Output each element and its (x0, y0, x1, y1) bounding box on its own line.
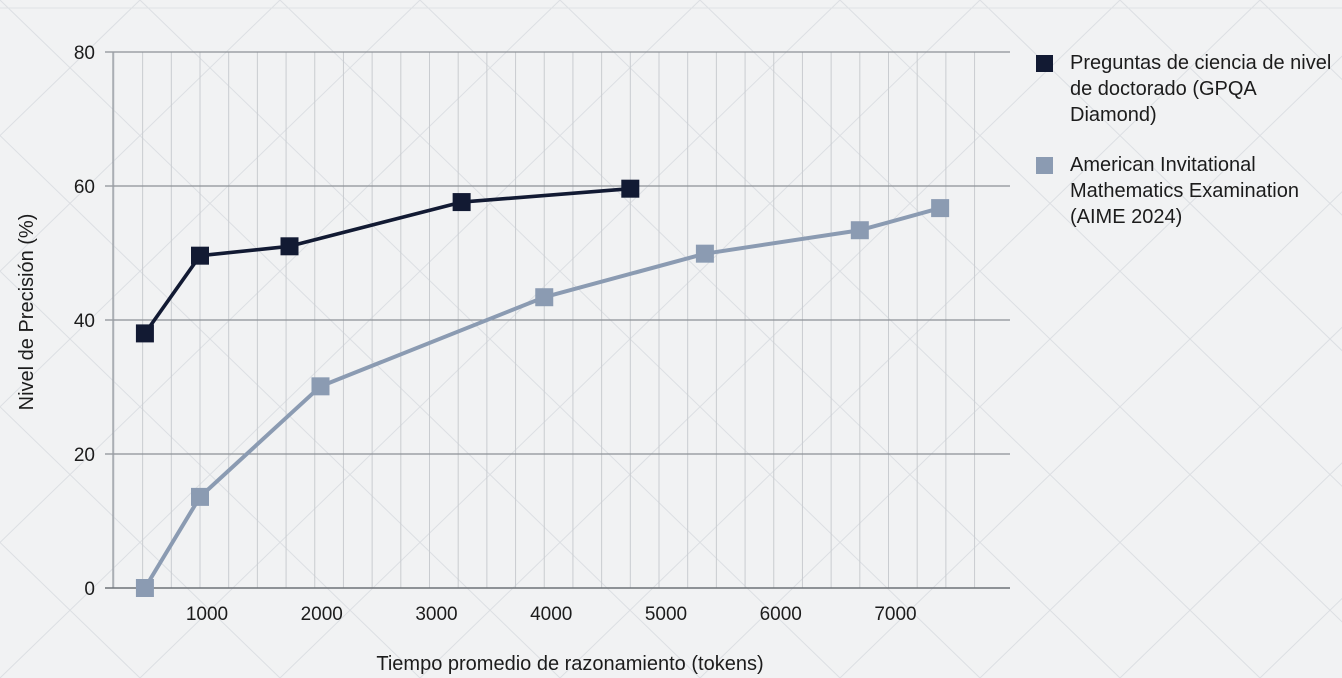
y-tick-label: 80 (74, 43, 95, 64)
data-point-aime (850, 221, 869, 240)
data-point-gpqa (621, 179, 640, 198)
y-tick-label: 40 (74, 311, 95, 332)
x-tick-label: 7000 (874, 604, 916, 625)
x-tick-label: 6000 (760, 604, 802, 625)
x-tick-label: 1000 (186, 604, 228, 625)
legend-swatch-gpqa (1036, 55, 1053, 72)
data-point-aime (191, 487, 209, 506)
data-point-aime (695, 244, 714, 263)
x-tick-label: 5000 (645, 604, 687, 625)
y-tick-label: 0 (84, 579, 95, 600)
data-point-aime (931, 199, 950, 218)
data-point-gpqa (452, 193, 471, 212)
series-line-aime (143, 206, 941, 590)
y-tick-labels: 0 20 40 60 80 (74, 43, 95, 600)
y-tick-label: 20 (74, 445, 95, 466)
data-point-gpqa (135, 324, 154, 343)
data-point-aime (135, 579, 154, 597)
y-axis-label: Nivel de Precisión (%) (16, 214, 38, 411)
series-gpqa (135, 179, 640, 343)
x-tick-label: 4000 (530, 604, 572, 625)
data-point-gpqa (191, 246, 209, 265)
legend-item-aime: American Invitational Mathematics Examin… (1036, 152, 1342, 230)
x-tick-label: 2000 (301, 604, 343, 625)
series-line-gpqa (143, 186, 631, 335)
series-layer (135, 179, 950, 597)
horizontal-gridlines (105, 51, 1010, 455)
y-tick-label: 60 (74, 177, 95, 198)
legend-label-aime: American Invitational Mathematics Examin… (1070, 154, 1299, 228)
series-aime (135, 199, 950, 597)
x-tick-labels: 1000 2000 3000 4000 5000 6000 7000 (186, 604, 917, 625)
data-point-gpqa (280, 237, 299, 256)
legend-swatch-aime (1036, 157, 1053, 174)
x-axis-label: Tiempo promedio de razonamiento (tokens) (376, 653, 763, 675)
legend-label-gpqa: Preguntas de ciencia de nivel de doctora… (1070, 52, 1332, 126)
legend-item-gpqa: Preguntas de ciencia de nivel de doctora… (1036, 50, 1342, 128)
data-point-aime (311, 377, 330, 396)
x-tick-label: 3000 (415, 604, 457, 625)
data-point-aime (535, 288, 554, 307)
legend: Preguntas de ciencia de nivel de doctora… (1036, 50, 1342, 254)
